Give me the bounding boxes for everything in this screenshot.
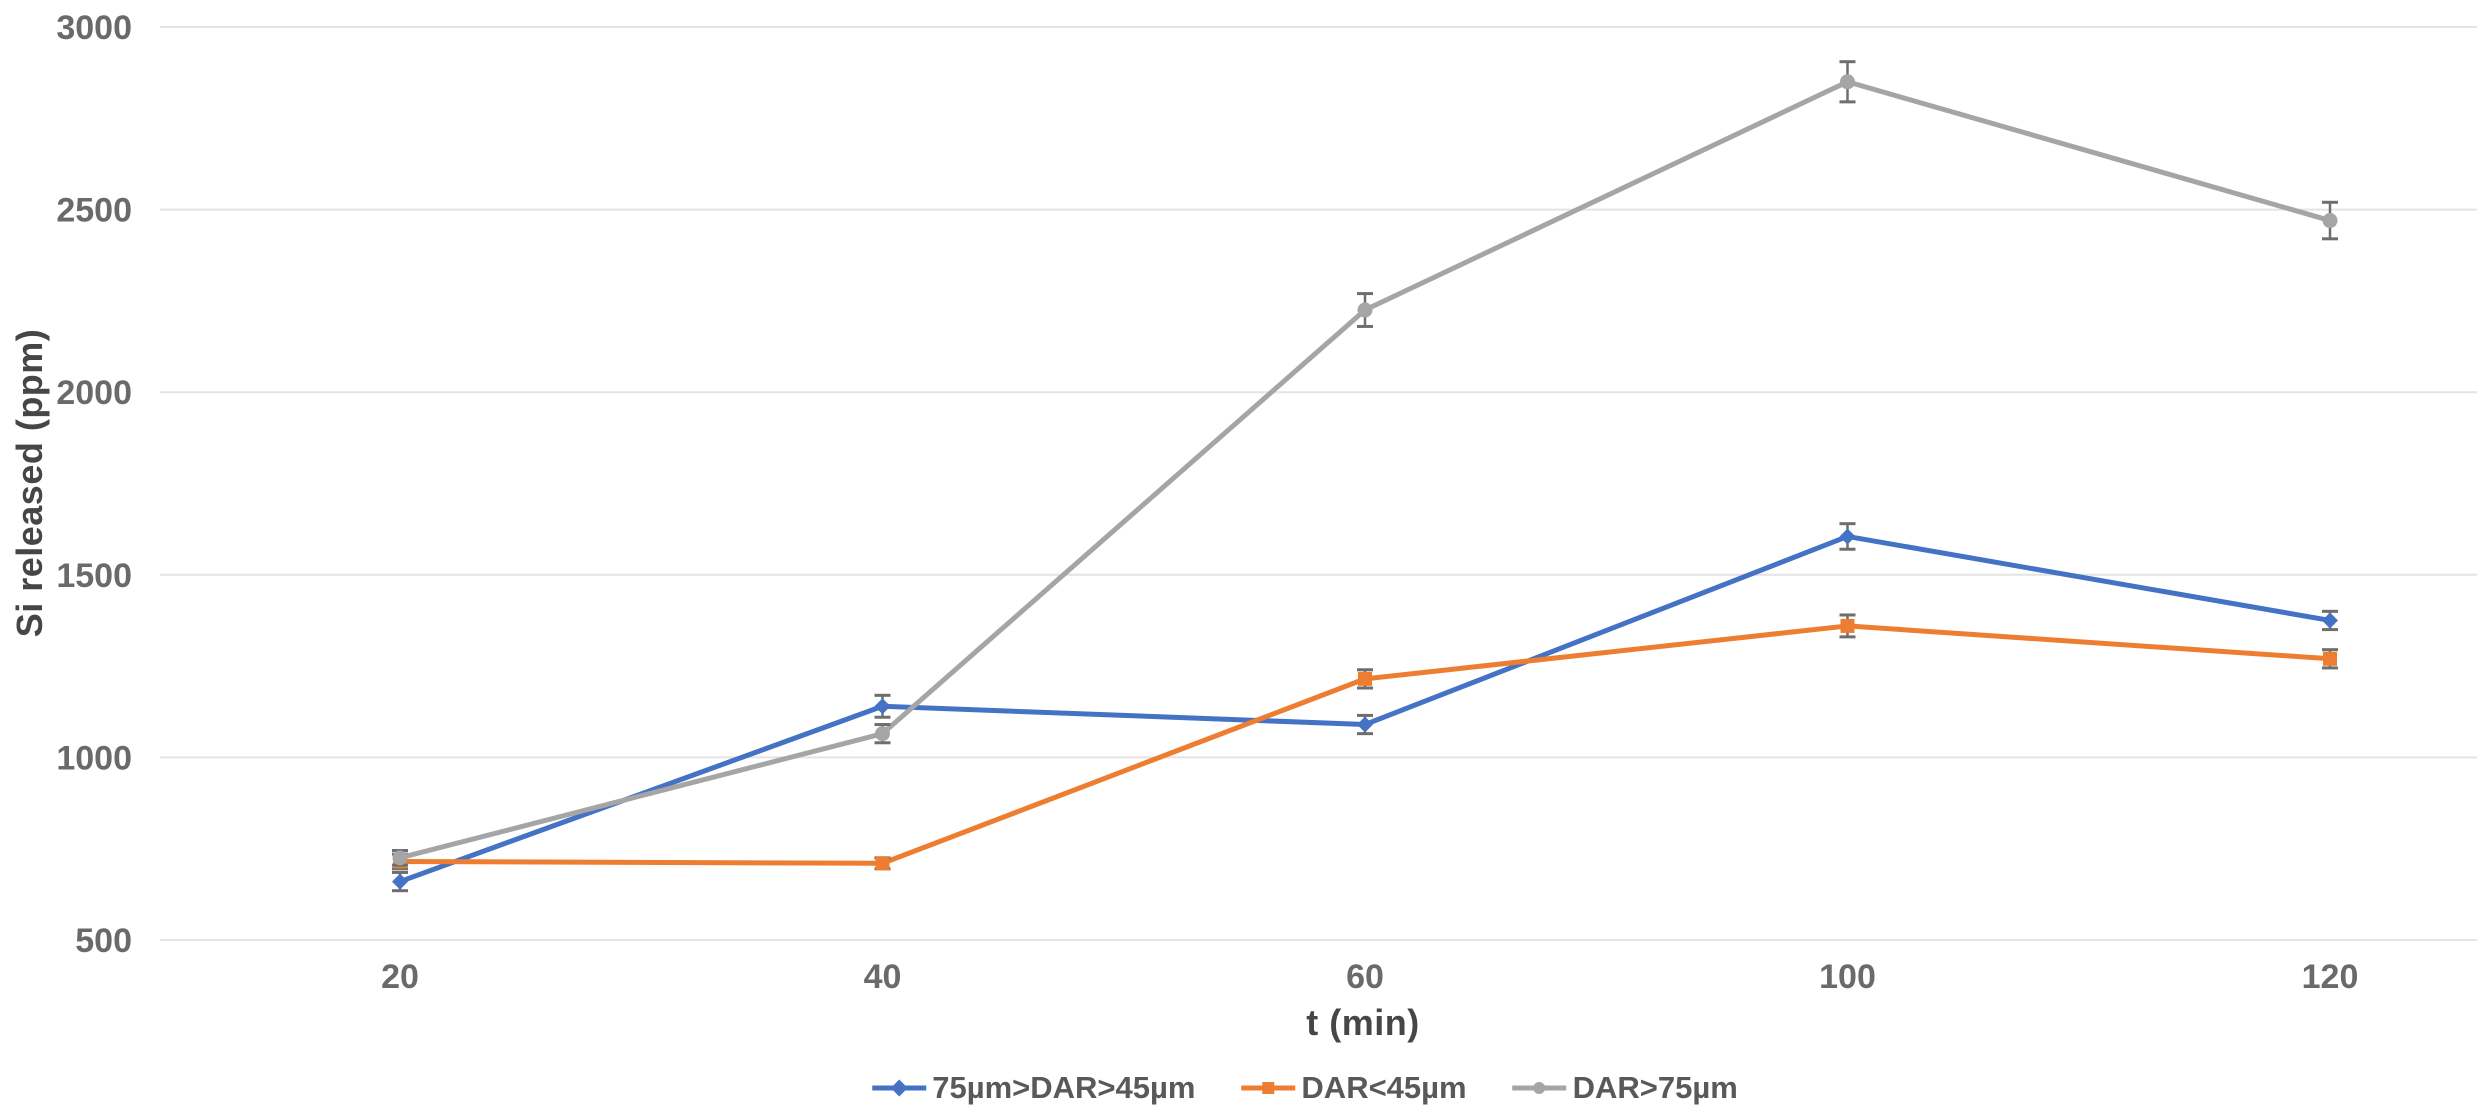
svg-text:3000: 3000 bbox=[56, 9, 132, 47]
svg-text:1000: 1000 bbox=[56, 739, 132, 777]
svg-text:2500: 2500 bbox=[56, 192, 132, 230]
legend-label-series-2: DAR<45µm bbox=[1301, 1070, 1467, 1105]
series-3-marker-icon bbox=[1512, 1078, 1567, 1098]
legend-item-series-3: DAR>75µm bbox=[1512, 1070, 1738, 1106]
legend-label-series-3: DAR>75µm bbox=[1572, 1070, 1738, 1105]
svg-text:60: 60 bbox=[1346, 958, 1384, 996]
legend-label-series-1: 75µm>DAR>45µm bbox=[932, 1070, 1196, 1105]
svg-text:120: 120 bbox=[2302, 958, 2359, 996]
svg-text:100: 100 bbox=[1819, 958, 1876, 996]
legend-item-series-1: 75µm>DAR>45µm bbox=[872, 1070, 1195, 1106]
svg-text:20: 20 bbox=[381, 958, 419, 996]
legend-item-series-2: DAR<45µm bbox=[1241, 1070, 1467, 1106]
svg-text:500: 500 bbox=[75, 922, 132, 960]
svg-text:2000: 2000 bbox=[56, 374, 132, 412]
legend: 75µm>DAR>45µm DAR<45µm DAR>75µm bbox=[872, 1070, 1738, 1106]
svg-text:40: 40 bbox=[864, 958, 902, 996]
svg-text:1500: 1500 bbox=[56, 557, 132, 595]
series-1-marker-icon bbox=[872, 1078, 927, 1098]
y-axis-title: Si released (ppm) bbox=[9, 328, 50, 638]
x-axis-title: t (min) bbox=[1306, 1002, 1420, 1043]
series-2-marker-icon bbox=[1241, 1078, 1296, 1098]
